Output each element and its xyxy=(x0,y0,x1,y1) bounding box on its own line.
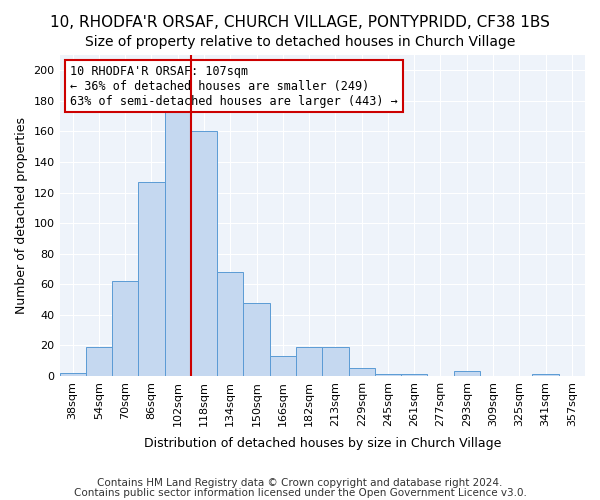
Text: Contains HM Land Registry data © Crown copyright and database right 2024.: Contains HM Land Registry data © Crown c… xyxy=(97,478,503,488)
Bar xyxy=(454,372,480,376)
Bar xyxy=(164,82,191,376)
Bar xyxy=(532,374,559,376)
Bar xyxy=(86,347,112,376)
X-axis label: Distribution of detached houses by size in Church Village: Distribution of detached houses by size … xyxy=(143,437,501,450)
Bar xyxy=(270,356,296,376)
Text: Contains public sector information licensed under the Open Government Licence v3: Contains public sector information licen… xyxy=(74,488,526,498)
Text: 10, RHODFA'R ORSAF, CHURCH VILLAGE, PONTYPRIDD, CF38 1BS: 10, RHODFA'R ORSAF, CHURCH VILLAGE, PONT… xyxy=(50,15,550,30)
Bar xyxy=(349,368,375,376)
Bar xyxy=(59,373,86,376)
Bar xyxy=(112,281,139,376)
Text: 10 RHODFA'R ORSAF: 107sqm
← 36% of detached houses are smaller (249)
63% of semi: 10 RHODFA'R ORSAF: 107sqm ← 36% of detac… xyxy=(70,64,398,108)
Bar xyxy=(191,132,217,376)
Bar xyxy=(296,347,322,376)
Bar xyxy=(139,182,164,376)
Bar xyxy=(217,272,244,376)
Bar xyxy=(375,374,401,376)
Bar xyxy=(322,347,349,376)
Y-axis label: Number of detached properties: Number of detached properties xyxy=(15,117,28,314)
Text: Size of property relative to detached houses in Church Village: Size of property relative to detached ho… xyxy=(85,35,515,49)
Bar xyxy=(401,374,427,376)
Bar xyxy=(244,302,270,376)
